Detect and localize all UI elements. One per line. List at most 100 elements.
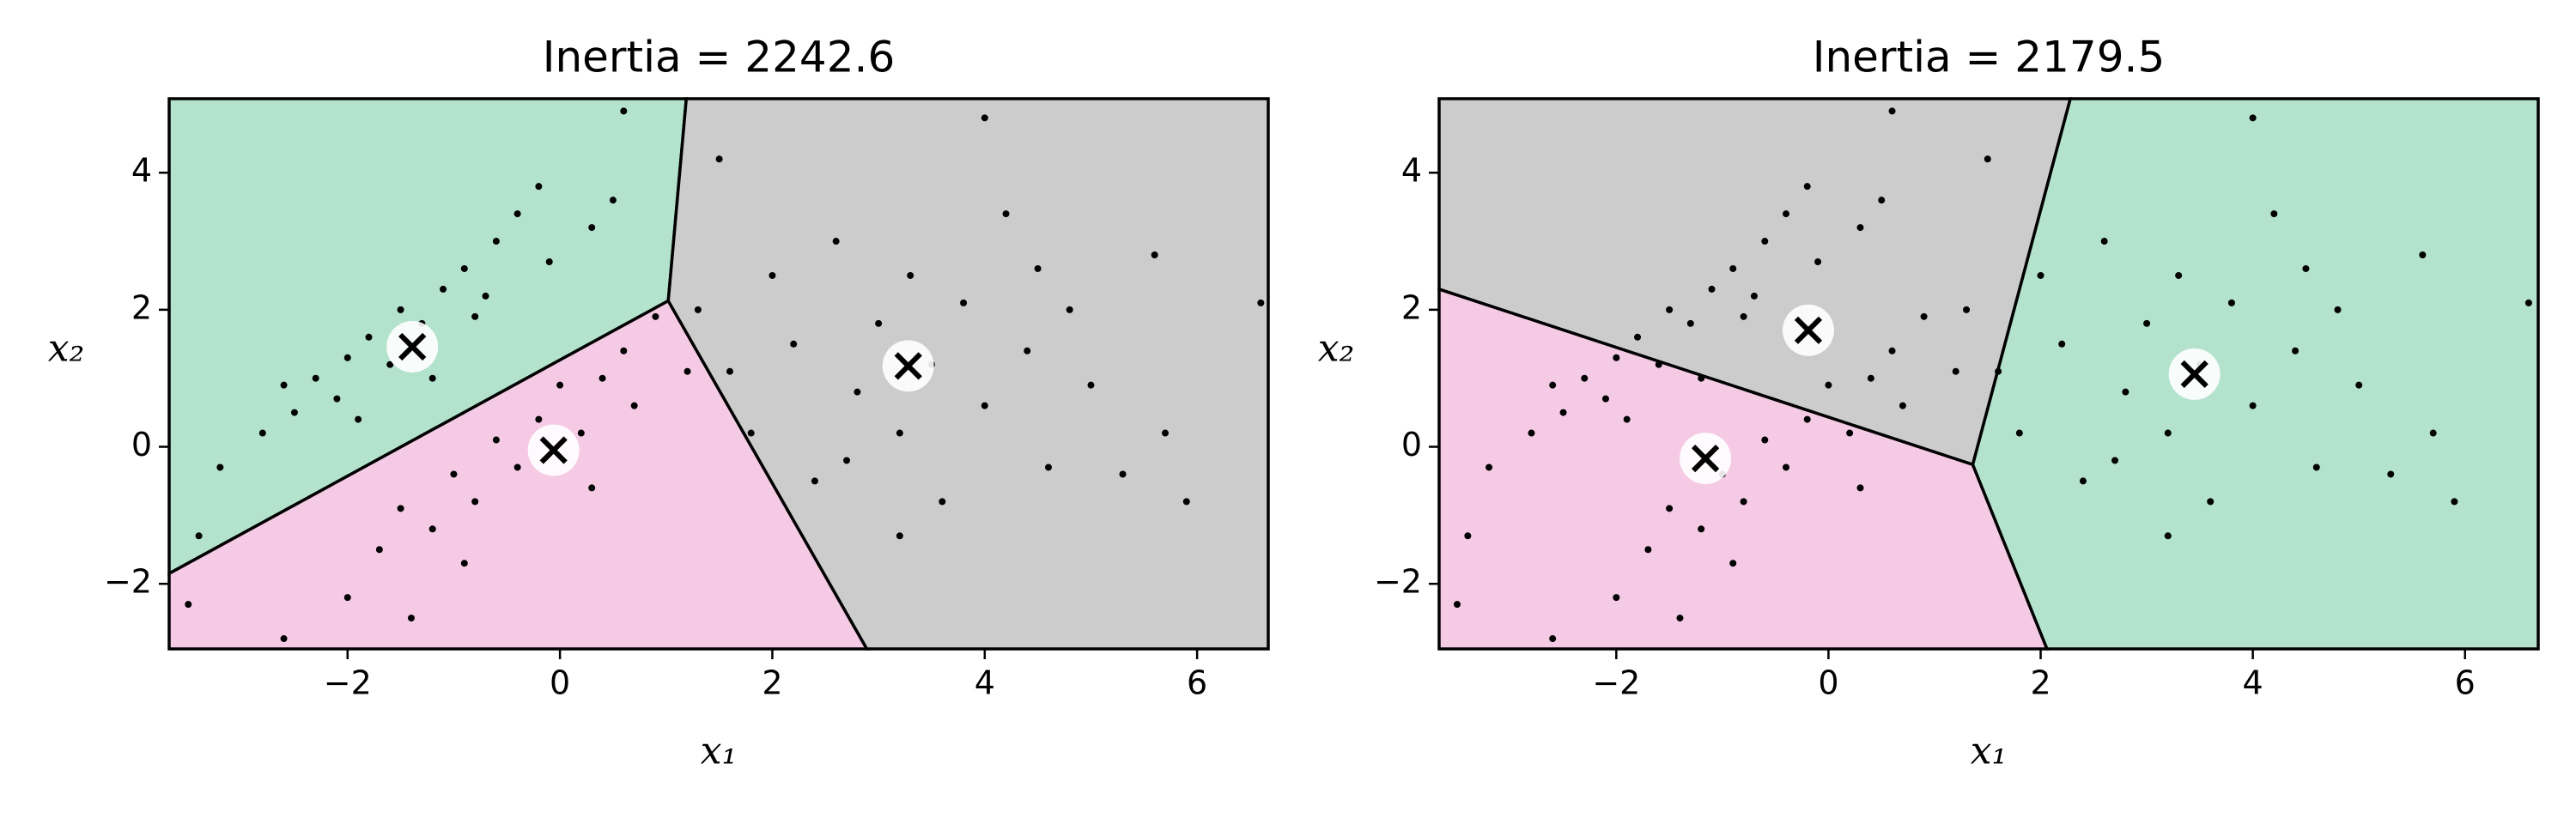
data-point — [1698, 525, 1705, 533]
data-point — [715, 155, 723, 163]
chart-title: Inertia = 2179.5 — [1813, 33, 2166, 82]
data-point — [343, 594, 351, 602]
data-point — [790, 340, 798, 348]
data-point — [1623, 415, 1631, 423]
data-point — [2122, 388, 2129, 396]
axes-frame — [1437, 97, 2540, 651]
data-point — [2419, 251, 2427, 259]
centroid-cross — [894, 352, 922, 380]
data-point — [2143, 319, 2151, 327]
data-point — [1740, 312, 1747, 320]
data-point — [1549, 635, 1557, 643]
x-tick-label: −2 — [1592, 664, 1640, 702]
data-point — [1708, 285, 1716, 293]
data-point — [620, 347, 628, 354]
y-tick-label: 4 — [131, 152, 152, 190]
data-point — [1528, 429, 1535, 437]
data-point — [333, 395, 341, 403]
data-point — [1856, 224, 1864, 232]
y-tick-label: 0 — [131, 426, 152, 464]
data-point — [939, 498, 946, 506]
y-tick-label: −2 — [1374, 563, 1422, 601]
centroid-cross — [2180, 360, 2208, 389]
data-point — [1024, 347, 1031, 354]
data-point — [1066, 306, 1073, 313]
data-point — [1761, 436, 1769, 444]
data-point — [1952, 367, 1959, 375]
data-point — [907, 271, 914, 279]
panel: −2 0 2 4 6 −2 0 2 4 Inertia = 2242.6 x₁ x₂ — [48, 33, 1270, 773]
data-point — [1846, 429, 1854, 437]
data-point — [2079, 477, 2087, 485]
data-point — [492, 436, 500, 444]
x-tick-label: 6 — [1187, 664, 1207, 702]
data-point — [1666, 306, 1674, 313]
data-point — [1814, 258, 1822, 265]
data-point — [482, 292, 489, 300]
x-tick-label: 2 — [2030, 664, 2050, 702]
data-point — [896, 429, 903, 437]
centroid — [386, 320, 439, 373]
data-point — [811, 477, 818, 485]
data-point — [981, 402, 988, 409]
centroid — [527, 424, 580, 476]
y-axis-label: x₂ — [1318, 326, 1354, 370]
data-point — [2058, 340, 2066, 348]
data-point — [375, 546, 383, 554]
data-point — [1151, 251, 1158, 259]
data-point — [1162, 429, 1170, 437]
data-point — [1740, 498, 1747, 506]
y-tick-label: 4 — [1401, 152, 1422, 190]
data-point — [1783, 464, 1790, 471]
data-point — [2302, 264, 2310, 272]
x-tick-label: 2 — [762, 664, 782, 702]
data-point — [1803, 183, 1811, 191]
x-axis-label: x₁ — [1971, 730, 2007, 773]
data-point — [280, 635, 288, 643]
data-point — [460, 264, 468, 272]
data-point — [1803, 415, 1811, 423]
y-tick-label: 2 — [1401, 288, 1422, 326]
data-point — [2292, 347, 2300, 354]
data-point — [1761, 238, 1769, 245]
data-point — [1729, 264, 1737, 272]
data-point — [2429, 429, 2437, 437]
data-point — [1899, 402, 1906, 409]
data-point — [1676, 615, 1684, 622]
data-point — [1257, 299, 1265, 306]
centroid-cross — [1691, 444, 1720, 473]
data-point — [1182, 498, 1190, 506]
data-point — [1878, 197, 1886, 204]
data-point — [2249, 114, 2257, 122]
data-point — [2164, 429, 2172, 437]
x-axis-label: x₁ — [701, 730, 737, 773]
chart-title: Inertia = 2242.6 — [543, 33, 896, 82]
data-point — [1750, 292, 1758, 300]
data-point — [428, 374, 436, 382]
data-point — [1613, 594, 1620, 602]
data-point — [1087, 381, 1095, 389]
data-point — [588, 224, 596, 232]
data-point — [981, 114, 988, 122]
data-point — [1729, 560, 1737, 567]
data-point — [2334, 306, 2342, 313]
data-point — [513, 464, 521, 471]
data-point — [386, 360, 394, 368]
data-point — [577, 429, 585, 437]
data-point — [1963, 306, 1971, 313]
data-point — [2100, 238, 2108, 245]
data-point — [1464, 532, 1472, 540]
data-point — [832, 238, 840, 245]
data-point — [1034, 264, 1042, 272]
decision-region — [1971, 97, 2540, 651]
x-tick-label: −2 — [324, 664, 372, 702]
y-tick-label: −2 — [104, 563, 152, 601]
data-point — [2175, 271, 2183, 279]
data-point — [1698, 374, 1705, 382]
data-point — [1666, 505, 1674, 512]
data-point — [609, 197, 617, 204]
data-point — [1825, 381, 1832, 389]
x-tick-label: 4 — [975, 664, 995, 702]
